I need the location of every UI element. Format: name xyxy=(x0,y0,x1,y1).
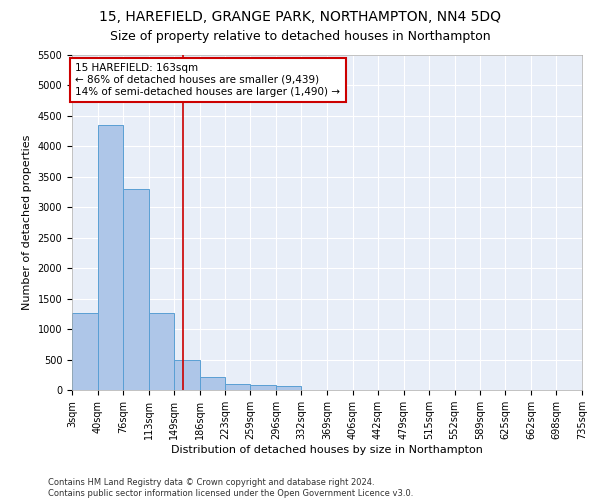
Text: Size of property relative to detached houses in Northampton: Size of property relative to detached ho… xyxy=(110,30,490,43)
Text: 15, HAREFIELD, GRANGE PARK, NORTHAMPTON, NN4 5DQ: 15, HAREFIELD, GRANGE PARK, NORTHAMPTON,… xyxy=(99,10,501,24)
Bar xyxy=(174,360,199,390)
Bar xyxy=(250,386,276,390)
Bar xyxy=(98,125,123,390)
Y-axis label: Number of detached properties: Number of detached properties xyxy=(22,135,32,310)
Bar xyxy=(72,312,98,390)
Bar xyxy=(225,384,250,390)
Text: Contains HM Land Registry data © Crown copyright and database right 2024.
Contai: Contains HM Land Registry data © Crown c… xyxy=(48,478,413,498)
Text: 15 HAREFIELD: 163sqm
← 86% of detached houses are smaller (9,439)
14% of semi-de: 15 HAREFIELD: 163sqm ← 86% of detached h… xyxy=(76,64,340,96)
Bar xyxy=(276,386,301,390)
Bar xyxy=(149,312,174,390)
Bar xyxy=(199,376,225,390)
X-axis label: Distribution of detached houses by size in Northampton: Distribution of detached houses by size … xyxy=(171,445,483,455)
Bar xyxy=(123,189,149,390)
